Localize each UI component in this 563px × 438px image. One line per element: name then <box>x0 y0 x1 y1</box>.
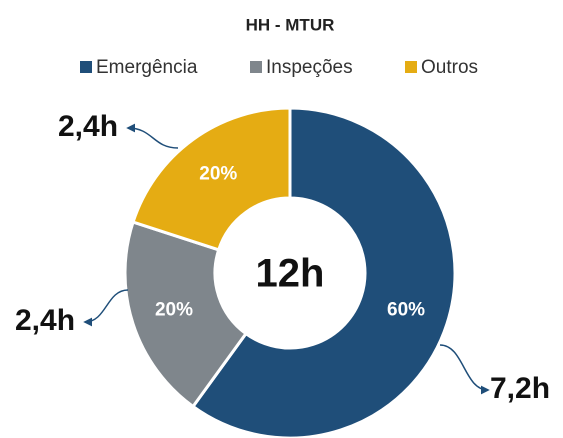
hour-label: 2,4h <box>58 110 118 143</box>
annotation-arrow <box>126 123 179 149</box>
legend-swatch <box>250 61 262 73</box>
annotation-arrow <box>83 289 129 327</box>
donut-slice <box>131 106 292 252</box>
legend-label: Inspeções <box>266 57 353 78</box>
legend-swatch <box>80 61 92 73</box>
value-label: 20% <box>155 300 193 321</box>
donut-slice <box>123 220 249 409</box>
legend-swatch <box>405 61 417 73</box>
hour-label: 7,2h <box>490 372 550 405</box>
chart-title: HH - MTUR <box>246 15 335 34</box>
center-label: 12h <box>256 252 325 296</box>
value-label: 20% <box>199 163 237 184</box>
legend-label: Outros <box>421 57 478 78</box>
annotation-arrow <box>439 344 490 395</box>
legend: Emergência Inspeções Outros <box>80 57 478 78</box>
donut-slice <box>190 106 457 438</box>
value-label: 60% <box>387 300 425 321</box>
donut <box>123 106 457 438</box>
hour-label: 2,4h <box>15 304 75 337</box>
legend-label: Emergência <box>96 57 198 78</box>
